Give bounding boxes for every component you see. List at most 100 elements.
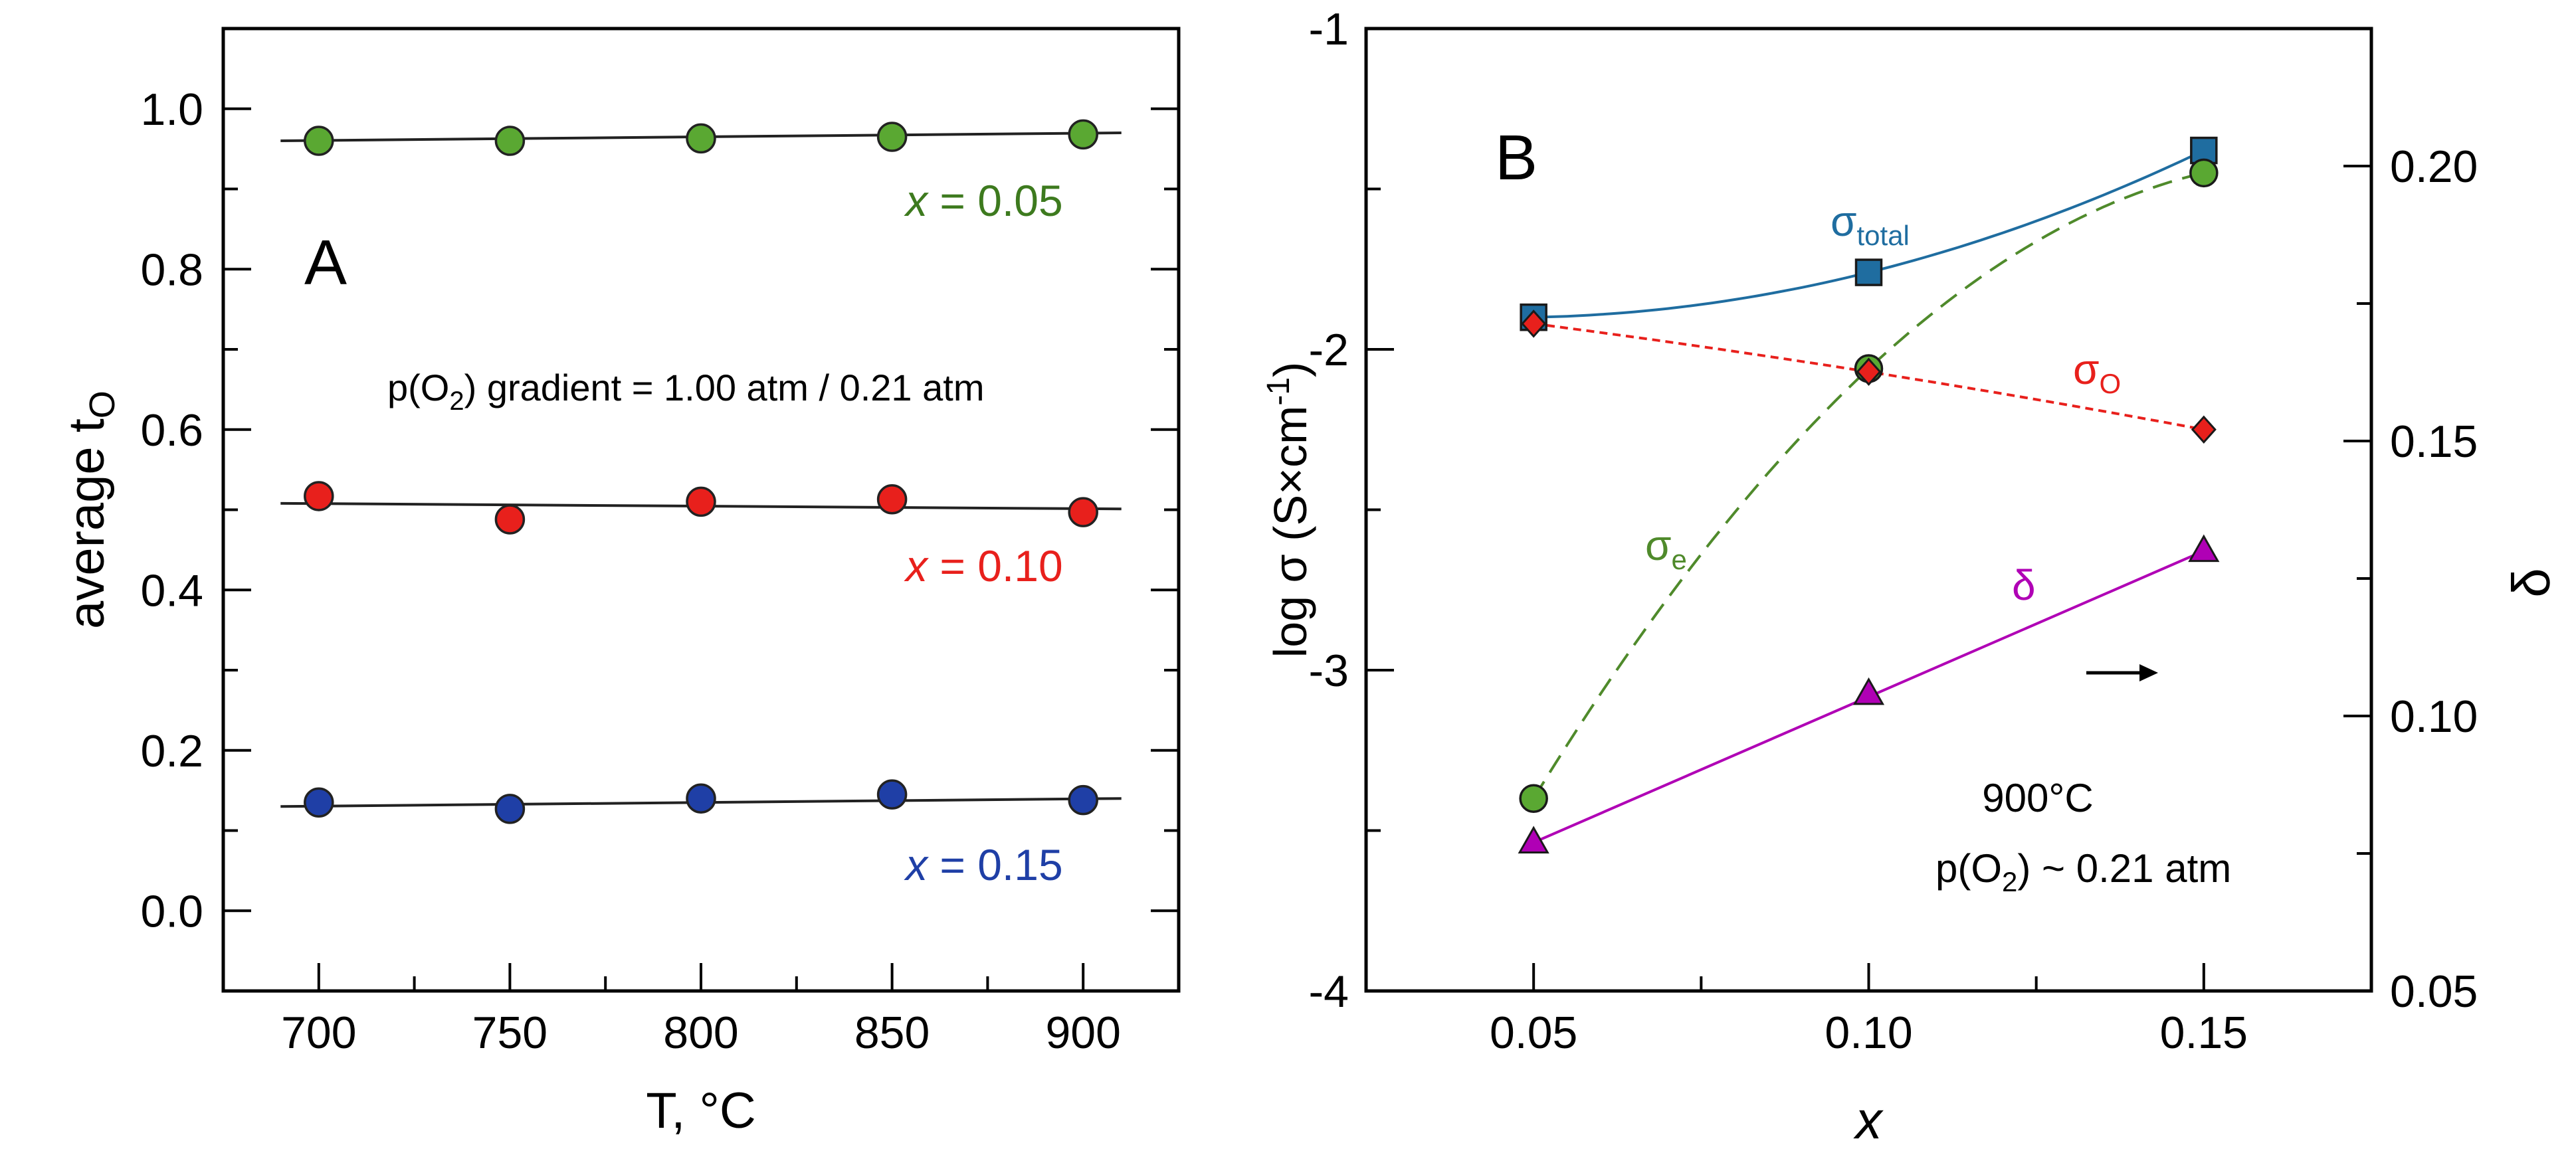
panel-b-right-axis-label-group: δ: [2502, 568, 2561, 598]
panel-a-y-tick-label: 1.0: [140, 84, 203, 135]
panel-a-data-point: [304, 787, 334, 818]
panel-a-series-label-var: x: [904, 840, 929, 889]
panel-b-y2-tick-label: 0.05: [2390, 966, 2478, 1017]
panel-b-series-label: σe: [1645, 521, 1687, 575]
panel-b-labels: 0.05 0.10 0.15-4-3-2-10.050.100.150.20σtot…: [1309, 4, 2478, 1058]
panel-b-series-label: σO: [2073, 345, 2121, 399]
panel-a-data-point: [494, 504, 526, 535]
panel-a-x-tick-label: 800: [663, 1008, 738, 1058]
panel-a-y-axis-label: average tO: [58, 391, 122, 629]
panel-b-y-tick-label: -2: [1309, 325, 1349, 375]
panel-a-y-axis-label-sub: O: [82, 391, 122, 418]
panel-a-series-label: x = 0.10: [904, 541, 1063, 590]
panel-a-data-points: [304, 119, 1098, 824]
panel-b-series-label-sub: total: [1857, 220, 1910, 251]
panel-b-annotation-temperature: 900°C: [1982, 776, 2093, 820]
panel-a-series-label-value: = 0.10: [928, 541, 1063, 590]
panel-a-annotation: p(O2) gradient = 1.00 atm / 0.21 atm: [387, 367, 985, 416]
panel-b-annotation-pressure: p(O2) ~ 0.21 atm: [1935, 846, 2231, 897]
panel-b-y-axis-label: log σ (S×cm-1): [1261, 362, 1316, 658]
panel-a-y-tick-label: 0.4: [140, 565, 203, 616]
panel-a-x-tick-label: 900: [1045, 1008, 1120, 1058]
panel-b-ticks: [1365, 27, 2373, 992]
panel-b-letter: B: [1495, 122, 1537, 193]
panel-a-annotation-post: ) gradient = 1.00 atm / 0.21 atm: [464, 367, 985, 408]
panel-b-y-axis-label-main: log σ (S×cm: [1264, 406, 1316, 658]
panel-b-series-label: δ: [2012, 561, 2036, 609]
panel-b-circle-marker: [1519, 784, 1548, 813]
panel-a-data-point: [304, 481, 334, 511]
panel-b-y-tick-label: -4: [1309, 966, 1349, 1017]
panel-a-y-tick-label: 0.8: [140, 244, 203, 295]
panel-a-data-point: [686, 123, 716, 154]
panel-a-ticks: [223, 27, 1179, 992]
panel-b-series-label: σtotal: [1831, 197, 1910, 251]
panel-b-chart: 0.05 0.10 0.15-4-3-2-10.050.100.150.20σtot…: [1261, 4, 2561, 1150]
panel-b-circle-marker: [2189, 158, 2219, 188]
panel-b-triangle-marker: [1852, 677, 1885, 705]
panel-b-y-axis-label-group: log σ (S×cm-1): [1261, 362, 1316, 658]
panel-b-series-label-sub: O: [2100, 368, 2122, 399]
panel-b-diamond-marker: [2191, 415, 2217, 444]
panel-b-diamond-marker: [1521, 310, 1547, 338]
panel-b-series-label-main: σ: [1645, 521, 1672, 569]
panel-a-data-point: [304, 126, 334, 156]
panel-b-data-points: [1518, 136, 2220, 853]
panel-a-data-point: [1068, 784, 1098, 816]
panel-b-series-label-main: σ: [2073, 345, 2100, 393]
panel-b-triangle-marker: [2188, 534, 2220, 563]
panel-a-fit-lines: [280, 131, 1122, 808]
panel-b-diamond-marker: [1856, 357, 1882, 387]
panel-b-x-tick-label: 0.05: [1490, 1008, 1577, 1058]
panel-a-data-point: [876, 484, 908, 515]
panel-b-triangle-marker: [1518, 826, 1549, 853]
panel-a-series-label: x = 0.05: [904, 176, 1063, 225]
panel-b-curve-circle: [1532, 171, 2205, 800]
panel-b-x-axis-label: x: [1853, 1091, 1884, 1150]
panel-b-series-label-main: δ: [2012, 561, 2036, 609]
panel-a-series-label-var: x: [904, 176, 929, 225]
panel-b-y2-tick-label: 0.20: [2390, 141, 2478, 192]
panel-b-y2-tick-label: 0.15: [2390, 416, 2478, 467]
panel-a-data-point: [494, 126, 526, 156]
panel-b-curves: [1532, 149, 2205, 844]
panel-b-series-label-sub: e: [1672, 544, 1687, 575]
panel-a-data-point: [876, 122, 908, 152]
panel-b-y-tick-label: -3: [1309, 646, 1349, 696]
panel-a-chart: 700 750 800 850 900 0.0 0.2 0.4 0.6 0.8 1.0 x = 0.0…: [58, 27, 1181, 1139]
panel-a-data-point: [1068, 119, 1098, 150]
panel-b-x-tick-label: 0.15: [2160, 1008, 2248, 1058]
panel-a-labels: 700 750 800 850 900 0.0 0.2 0.4 0.6 0.8 1.0 x = 0.0…: [140, 84, 1120, 1058]
panel-a-x-axis-label: T, °C: [646, 1083, 756, 1139]
panel-a-data-point: [876, 779, 908, 810]
panel-b-annotation-pressure-pre: p(O: [1935, 846, 2002, 891]
panel-b-annotation-pressure-sub: 2: [2002, 866, 2017, 897]
panel-b-y-axis-label-end: ): [1264, 362, 1316, 377]
panel-a-x-tick-label: 850: [854, 1008, 930, 1058]
panel-b-y2-tick-label: 0.10: [2390, 691, 2478, 742]
panel-b-right-axis-label: δ: [2502, 568, 2561, 598]
panel-a-y-axis-label-group: average tO: [58, 391, 122, 629]
panel-a-y-axis-label-main: average t: [58, 418, 115, 629]
panel-b-y-axis-label-sup: -1: [1261, 377, 1296, 406]
panel-a-x-tick-label: 700: [281, 1008, 356, 1058]
panel-a-series-label-value: = 0.05: [928, 176, 1063, 225]
right-axis-arrow-icon: [2086, 664, 2158, 681]
panel-b-y-tick-label: -1: [1309, 4, 1349, 54]
panel-a-letter: A: [304, 227, 347, 298]
panel-a-x-tick-label: 750: [472, 1008, 547, 1058]
panel-a-y-tick-label: 0.6: [140, 405, 203, 456]
panel-a-data-point: [686, 783, 716, 814]
panel-a-data-point: [686, 486, 716, 517]
panel-a-annotation-pre: p(O: [387, 367, 449, 408]
panel-b-x-tick-label: 0.10: [1825, 1008, 1912, 1058]
panel-a-series-label-value: = 0.15: [928, 840, 1063, 889]
panel-a-series-label: x = 0.15: [904, 840, 1063, 889]
panel-a-y-tick-label: 0.2: [140, 726, 203, 776]
panel-a-data-point: [494, 794, 526, 824]
panel-b-square-marker: [1854, 258, 1883, 286]
panel-b-annotation-pressure-post: ) ~ 0.21 atm: [2017, 846, 2231, 891]
panel-a-series-label-var: x: [904, 541, 929, 590]
panel-a-annotation-sub: 2: [449, 387, 464, 416]
